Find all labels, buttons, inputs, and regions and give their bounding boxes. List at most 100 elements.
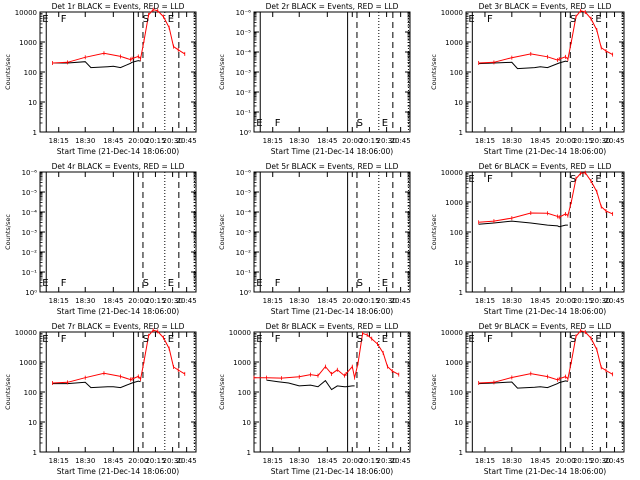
x-tick-label: 20:15 <box>359 297 379 305</box>
y-axis-label: Counts/sec <box>218 374 226 410</box>
event-marker-label: E <box>468 334 474 345</box>
y-tick-label: 10⁻¹ <box>236 269 252 277</box>
y-tick-label: 10⁻⁶ <box>236 169 252 177</box>
x-tick-label: 20:30 <box>163 457 183 465</box>
panel-title: Det 6r BLACK = Events, RED = LLD <box>479 162 612 171</box>
event-marker-label: E <box>42 334 48 345</box>
y-tick-label: 1 <box>247 449 251 457</box>
x-tick-label: 18:15 <box>263 457 283 465</box>
events-series-line <box>478 60 569 70</box>
plot-frame <box>39 171 197 293</box>
x-tick-label: 20:00 <box>342 457 362 465</box>
y-tick-label: 1000 <box>233 359 251 367</box>
x-axis-label: Start Time (21-Dec-14 18:06:00) <box>57 147 179 156</box>
lld-series-line <box>478 10 613 64</box>
event-marker-label: E <box>595 174 601 185</box>
x-tick-label: 20:15 <box>359 457 379 465</box>
y-tick-label: 10 <box>454 419 463 427</box>
x-tick-label: 18:15 <box>263 137 283 145</box>
x-tick-label: 20:30 <box>163 297 183 305</box>
events-series-line <box>52 60 141 69</box>
y-tick-label: 10⁻³ <box>236 69 252 77</box>
y-tick-label: 1000 <box>445 39 463 47</box>
plot-frame <box>39 331 197 453</box>
y-tick-label: 10⁰ <box>25 289 37 297</box>
x-tick-label: 20:45 <box>391 137 411 145</box>
y-tick-label: 10 <box>454 259 463 267</box>
plot-frame <box>465 331 625 453</box>
event-marker-label: F <box>275 118 281 129</box>
x-tick-label: 20:45 <box>604 137 624 145</box>
y-tick-label: 1000 <box>445 199 463 207</box>
x-tick-label: 18:30 <box>502 297 522 305</box>
event-marker-label: E <box>382 278 388 289</box>
plot-frame <box>253 331 411 453</box>
x-tick-label: 20:45 <box>177 457 197 465</box>
x-tick-label: 20:00 <box>128 137 148 145</box>
y-tick-label: 10⁰ <box>239 289 251 297</box>
x-tick-label: 20:00 <box>555 297 575 305</box>
x-tick-label: 20:15 <box>359 137 379 145</box>
panel-title: Det 9r BLACK = Events, RED = LLD <box>479 322 612 331</box>
x-tick-label: 20:15 <box>145 457 165 465</box>
y-tick-label: 100 <box>24 389 37 397</box>
event-marker-label: S <box>570 334 576 345</box>
event-marker-label: E <box>468 174 474 185</box>
event-marker-label: E <box>595 334 601 345</box>
x-tick-label: 20:30 <box>377 457 397 465</box>
x-axis-label: Start Time (21-Dec-14 18:06:00) <box>271 307 393 316</box>
x-tick-label: 18:15 <box>49 297 69 305</box>
panel-title: Det 4r BLACK = Events, RED = LLD <box>52 162 185 171</box>
event-marker-label: E <box>595 14 601 25</box>
x-tick-label: 18:30 <box>75 297 95 305</box>
panel-title: Det 1r BLACK = Events, RED = LLD <box>52 2 185 11</box>
y-tick-label: 10⁻² <box>22 249 38 257</box>
y-tick-label: 100 <box>450 229 463 237</box>
events-series-line <box>266 379 355 391</box>
y-axis-label: Counts/sec <box>218 54 226 90</box>
y-tick-label: 10000 <box>229 329 251 337</box>
x-tick-label: 20:00 <box>555 457 575 465</box>
event-marker-label: S <box>143 334 149 345</box>
x-tick-label: 20:15 <box>145 137 165 145</box>
event-marker-label: E <box>382 118 388 129</box>
x-tick-label: 18:30 <box>75 137 95 145</box>
x-tick-label: 20:30 <box>590 297 610 305</box>
lld-series-line <box>254 332 400 379</box>
y-tick-label: 100 <box>450 389 463 397</box>
event-marker-label: E <box>468 14 474 25</box>
plot-frame <box>253 171 411 293</box>
panel-title: Det 3r BLACK = Events, RED = LLD <box>479 2 612 11</box>
event-marker-label: S <box>570 14 576 25</box>
x-tick-label: 20:00 <box>342 297 362 305</box>
y-tick-label: 10⁻⁶ <box>236 9 252 17</box>
y-tick-label: 1 <box>459 289 463 297</box>
x-tick-label: 20:30 <box>590 457 610 465</box>
x-tick-label: 20:30 <box>590 137 610 145</box>
plot-frame <box>465 171 625 293</box>
y-tick-label: 10000 <box>441 329 463 337</box>
y-tick-label: 1000 <box>19 39 37 47</box>
y-axis-label: Counts/sec <box>4 214 12 250</box>
y-tick-label: 10000 <box>15 329 37 337</box>
x-tick-label: 20:30 <box>163 137 183 145</box>
y-tick-label: 10000 <box>15 9 37 17</box>
x-axis-label: Start Time (21-Dec-14 18:06:00) <box>484 147 606 156</box>
x-tick-label: 20:00 <box>555 137 575 145</box>
event-marker-label: F <box>61 278 67 289</box>
y-tick-label: 10⁻⁴ <box>236 209 252 217</box>
event-marker-label: S <box>357 278 363 289</box>
y-tick-label: 10⁻⁴ <box>236 49 252 57</box>
panel-title: Det 7r BLACK = Events, RED = LLD <box>52 322 185 331</box>
x-tick-label: 20:30 <box>377 137 397 145</box>
event-marker-label: S <box>570 174 576 185</box>
x-tick-label: 18:30 <box>289 137 309 145</box>
y-axis-label: Counts/sec <box>218 214 226 250</box>
x-tick-label: 18:15 <box>475 137 495 145</box>
y-tick-label: 10⁻⁶ <box>22 169 38 177</box>
x-tick-label: 18:45 <box>317 297 337 305</box>
lld-series-line <box>52 329 186 384</box>
y-tick-label: 10⁻¹ <box>22 269 38 277</box>
y-tick-label: 100 <box>450 69 463 77</box>
x-axis-label: Start Time (21-Dec-14 18:06:00) <box>57 467 179 476</box>
